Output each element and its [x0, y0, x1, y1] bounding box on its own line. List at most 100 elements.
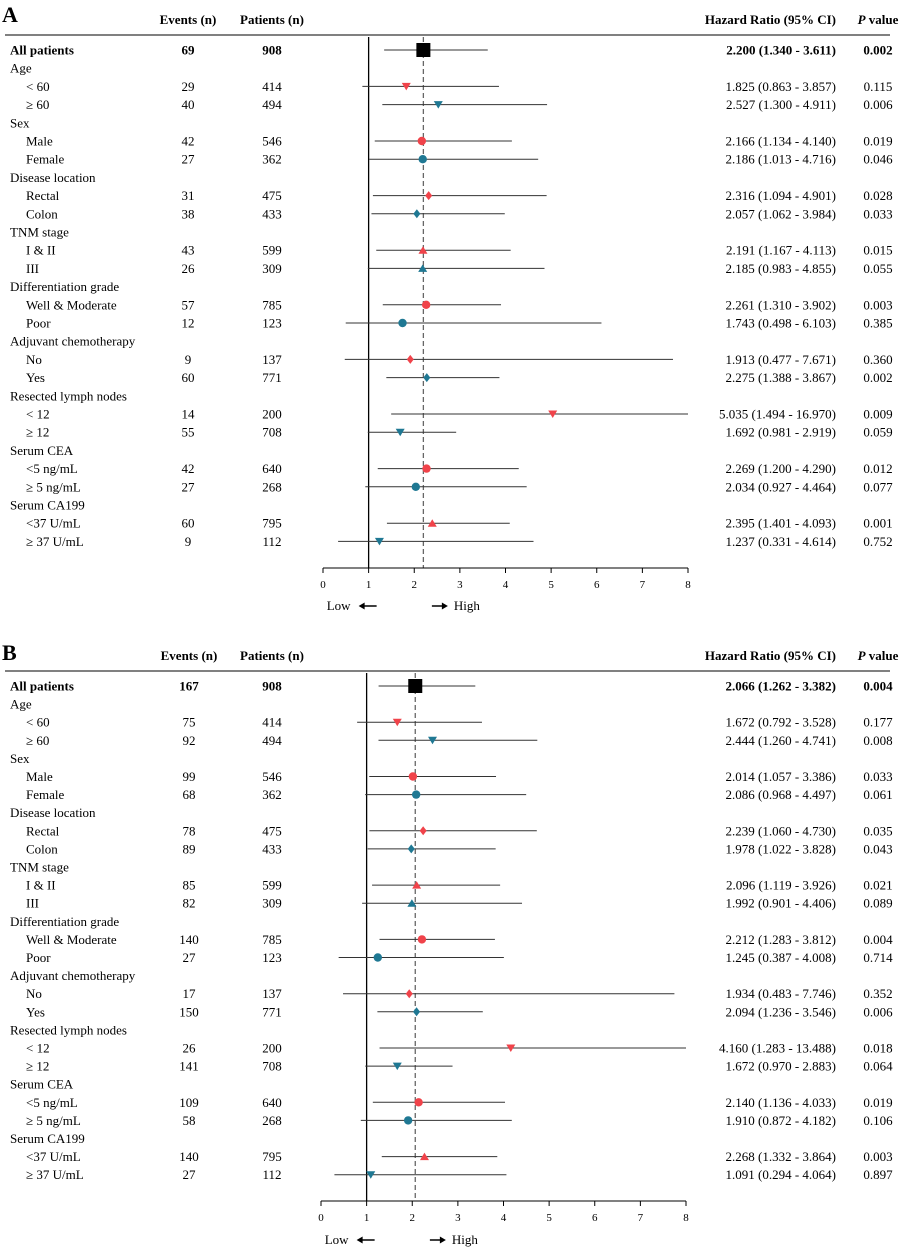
subgroup-title: Age	[10, 697, 32, 712]
hazard-ratio-cell: 2.200 (1.340 - 3.611)	[726, 43, 836, 58]
patients-cell: 268	[262, 479, 282, 494]
hr-marker-triangle-up	[427, 519, 437, 527]
events-cell: 167	[179, 679, 199, 694]
row-label: Poor	[26, 316, 51, 331]
events-cell: 89	[183, 841, 196, 856]
subgroup-header-row: Serum CEA	[10, 443, 74, 458]
p-value-cell: 0.059	[863, 425, 892, 440]
row-label: Rectal	[26, 823, 60, 838]
events-cell: 42	[182, 461, 195, 476]
table-row: Poor 12 123 1.743 (0.498 - 6.103) 0.385	[26, 316, 893, 331]
hr-marker-diamond	[413, 209, 421, 219]
events-cell: 69	[182, 43, 196, 58]
hazard-ratio-cell: 1.672 (0.970 - 2.883)	[726, 1059, 837, 1074]
subgroup-title: Serum CA199	[10, 498, 85, 513]
hr-marker-square	[408, 679, 423, 693]
hazard-ratio-cell: 2.527 (1.300 - 4.911)	[726, 97, 836, 112]
events-cell: 9	[185, 534, 192, 549]
forest-panel-b: B Events (n) Patients (n) Hazard Ratio (95%…	[2, 640, 899, 1247]
row-label: III	[26, 261, 39, 276]
row-label: ≥ 60	[26, 733, 49, 748]
p-value-cell: 0.015	[863, 243, 892, 258]
patients-cell: 494	[262, 733, 282, 748]
table-row: <37 U/mL 140 795 2.268 (1.332 - 3.864) 0.003	[26, 1149, 893, 1164]
row-label: I & II	[26, 878, 56, 893]
table-row: All patients 167 908 2.066 (1.262 - 3.382) 0…	[10, 679, 893, 694]
hazard-ratio-cell: 2.275 (1.388 - 3.867)	[726, 370, 837, 385]
patients-cell: 908	[262, 43, 282, 58]
hr-marker-circle	[411, 790, 421, 799]
subgroup-header-row: Sex	[10, 751, 30, 766]
hazard-ratio-cell: 2.094 (1.236 - 3.546)	[726, 1004, 837, 1019]
subgroup-title: Adjuvant chemotherapy	[10, 968, 136, 983]
header-p-value: P value	[858, 648, 899, 663]
events-cell: 60	[182, 370, 195, 385]
subgroup-header-row: Resected lymph nodes	[10, 388, 127, 403]
p-value-cell: 0.028	[863, 188, 892, 203]
hr-marker-diamond	[406, 354, 414, 364]
low-arrowhead-icon	[358, 602, 365, 610]
x-tick-label: 7	[638, 1212, 644, 1224]
row-label: Poor	[26, 950, 51, 965]
events-cell: 40	[182, 97, 195, 112]
patients-cell: 362	[262, 152, 282, 167]
hr-marker-triangle-down	[392, 1062, 402, 1071]
x-tick-label: 7	[640, 579, 646, 591]
p-value-cell: 0.021	[863, 878, 892, 893]
hazard-ratio-cell: 2.140 (1.136 - 4.033)	[726, 1095, 837, 1110]
patients-cell: 785	[262, 932, 282, 947]
x-tick-label: 0	[320, 579, 326, 591]
subgroup-header-row: Serum CA199	[10, 1131, 85, 1146]
p-value-cell: 0.089	[863, 896, 892, 911]
x-tick-label: 5	[548, 579, 554, 591]
x-tick-label: 8	[683, 1212, 689, 1224]
patients-cell: 771	[262, 1004, 282, 1019]
row-label: No	[26, 352, 42, 367]
subgroup-header-row: Resected lymph nodes	[10, 1022, 127, 1037]
panel-letter: B	[2, 640, 17, 665]
patients-cell: 546	[262, 769, 282, 784]
row-label: ≥ 5 ng/mL	[26, 479, 81, 494]
patients-cell: 362	[262, 787, 282, 802]
subgroup-title: TNM stage	[10, 860, 69, 875]
table-row: <5 ng/mL 42 640 2.269 (1.200 - 4.290) 0.012	[26, 461, 893, 476]
subgroup-header-row: Disease location	[10, 805, 96, 820]
patients-cell: 268	[262, 1113, 282, 1128]
events-cell: 9	[185, 352, 192, 367]
events-cell: 109	[179, 1095, 199, 1110]
hr-marker-triangle-up	[412, 881, 422, 889]
hazard-ratio-cell: 2.086 (0.968 - 4.497)	[726, 787, 837, 802]
patients-cell: 546	[262, 134, 282, 149]
hr-marker-diamond	[425, 191, 433, 201]
row-label: <37 U/mL	[26, 1149, 81, 1164]
hazard-ratio-cell: 1.692 (0.981 - 2.919)	[726, 425, 837, 440]
row-label: Rectal	[26, 188, 60, 203]
p-value-cell: 0.055	[863, 261, 892, 276]
patients-cell: 123	[262, 316, 282, 331]
p-value-cell: 0.009	[863, 407, 892, 422]
row-label: ≥ 5 ng/mL	[26, 1113, 81, 1128]
events-cell: 43	[182, 243, 195, 258]
hazard-ratio-cell: 5.035 (1.494 - 16.970)	[719, 407, 836, 422]
hr-marker-triangle-down	[548, 410, 558, 418]
hr-marker-circle	[414, 1098, 423, 1107]
x-tick-label: 8	[685, 579, 691, 591]
subgroup-title: Serum CA199	[10, 1131, 85, 1146]
patients-cell: 414	[262, 715, 282, 730]
table-row: < 12 14 200 5.035 (1.494 - 16.970) 0.009	[26, 407, 893, 422]
p-value-cell: 0.006	[863, 97, 893, 112]
table-row: Female 27 362 2.186 (1.013 - 4.716) 0.046	[26, 152, 893, 167]
subgroup-header-row: Differentiation grade	[10, 914, 119, 929]
low-arrowhead-icon	[356, 1236, 363, 1244]
table-row: I & II 85 599 2.096 (1.119 - 3.926) 0.021	[26, 878, 893, 893]
table-row: Colon 89 433 1.978 (1.022 - 3.828) 0.043	[26, 841, 893, 856]
p-value-cell: 0.002	[863, 370, 892, 385]
p-value-cell: 0.177	[863, 715, 893, 730]
hazard-ratio-cell: 1.245 (0.387 - 4.008)	[726, 950, 837, 965]
row-label: < 12	[26, 407, 50, 422]
hr-marker-circle	[403, 1116, 413, 1125]
hr-marker-triangle-down	[392, 718, 402, 727]
hr-marker-circle	[421, 300, 431, 309]
hazard-ratio-cell: 1.672 (0.792 - 3.528)	[726, 715, 837, 730]
subgroup-title: Disease location	[10, 805, 96, 820]
